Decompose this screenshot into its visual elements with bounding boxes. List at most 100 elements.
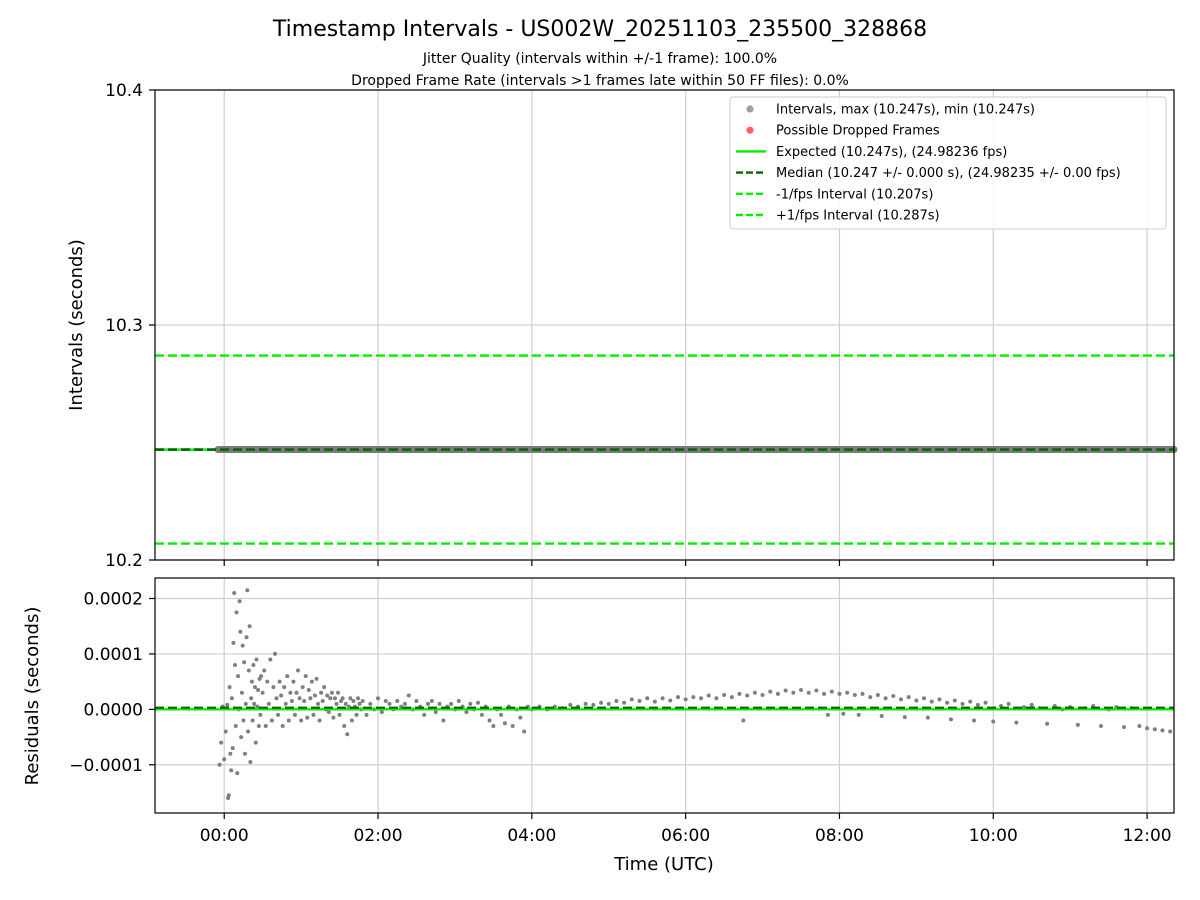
residual-point-231 xyxy=(1014,720,1019,725)
residual-point-64 xyxy=(282,685,287,690)
residual-point-149 xyxy=(491,723,496,728)
residual-point-74 xyxy=(297,696,302,701)
residual-point-11 xyxy=(229,696,234,701)
residual-point-179 xyxy=(683,697,688,702)
residual-point-127 xyxy=(406,693,411,698)
residual-point-194 xyxy=(791,690,796,695)
residual-point-21 xyxy=(237,599,242,604)
residual-point-217 xyxy=(925,715,930,720)
residuals-points xyxy=(217,588,1173,801)
residual-point-94 xyxy=(328,696,333,701)
residual-point-85 xyxy=(314,676,319,681)
residual-point-157 xyxy=(522,729,527,734)
xtick-label-6: 12:00 xyxy=(1123,826,1172,846)
residual-point-143 xyxy=(468,701,473,706)
residual-point-121 xyxy=(383,699,388,704)
residual-point-140 xyxy=(456,699,461,704)
residual-point-54 xyxy=(266,701,271,706)
residual-point-39 xyxy=(251,663,256,668)
residual-point-211 xyxy=(891,694,896,699)
residual-point-8 xyxy=(227,685,232,690)
residual-point-25 xyxy=(240,643,245,648)
residual-point-193 xyxy=(783,688,788,693)
residual-point-172 xyxy=(629,697,634,702)
residuals-ytick-label-0: −0.0001 xyxy=(69,756,143,776)
residual-point-186 xyxy=(737,691,742,696)
residual-point-59 xyxy=(274,696,279,701)
residual-point-133 xyxy=(429,699,434,704)
residual-point-82 xyxy=(309,679,314,684)
residual-point-55 xyxy=(268,657,273,662)
residual-point-135 xyxy=(437,701,442,706)
residual-point-175 xyxy=(652,699,657,704)
residual-point-191 xyxy=(768,689,773,694)
residual-point-151 xyxy=(499,712,504,717)
residual-point-49 xyxy=(259,674,264,679)
residual-point-203 xyxy=(845,690,850,695)
residual-point-78 xyxy=(303,674,308,679)
residual-point-201 xyxy=(837,691,842,696)
residual-point-103 xyxy=(342,723,347,728)
figure-xlabel: Time (UTC) xyxy=(613,854,714,875)
residual-point-95 xyxy=(329,690,334,695)
residual-point-189 xyxy=(752,690,757,695)
residual-point-113 xyxy=(357,701,362,706)
residual-point-214 xyxy=(906,695,911,700)
residual-point-70 xyxy=(291,679,296,684)
figure-title: Timestamp Intervals - US002W_20251103_23… xyxy=(272,17,927,42)
residual-point-14 xyxy=(232,590,237,595)
residual-point-10 xyxy=(229,768,234,773)
residual-point-62 xyxy=(279,693,284,698)
residual-point-23 xyxy=(239,735,244,740)
residual-point-52 xyxy=(263,723,268,728)
residual-point-183 xyxy=(714,696,719,701)
residual-point-99 xyxy=(336,690,341,695)
residual-point-109 xyxy=(351,699,356,704)
residuals-y-ticks: −0.0001 0.0000 0.0001 0.0002 xyxy=(69,590,155,776)
residual-point-41 xyxy=(252,685,257,690)
residual-point-206 xyxy=(860,691,865,696)
residual-point-198 xyxy=(822,691,827,696)
residual-point-61 xyxy=(277,679,282,684)
residual-point-89 xyxy=(320,699,325,704)
residual-point-156 xyxy=(518,715,523,720)
residual-point-13 xyxy=(231,640,236,645)
residual-point-200 xyxy=(829,689,834,694)
residual-point-176 xyxy=(660,696,665,701)
residual-point-46 xyxy=(256,723,261,728)
residual-point-29 xyxy=(243,701,248,706)
residual-point-67 xyxy=(286,718,291,723)
residual-point-116 xyxy=(364,712,369,717)
residuals-panel: Residuals (seconds) Time (UTC) −0.0001 0.… xyxy=(22,577,1175,875)
legend-label-plus_fps: +1/fps Interval (10.287s) xyxy=(776,209,940,224)
residual-point-131 xyxy=(422,712,427,717)
residual-point-169 xyxy=(606,701,611,706)
residual-point-132 xyxy=(426,701,431,706)
residual-point-50 xyxy=(260,690,265,695)
residual-point-86 xyxy=(316,701,321,706)
residual-point-27 xyxy=(242,660,247,665)
residual-point-106 xyxy=(346,704,351,709)
xtick-label-2: 04:00 xyxy=(507,826,556,846)
residual-point-215 xyxy=(914,698,919,703)
residual-point-45 xyxy=(256,687,261,692)
residuals-plot-area xyxy=(155,578,1174,813)
residuals-reference-lines xyxy=(155,706,1174,711)
residual-point-222 xyxy=(952,698,957,703)
intervals-ytick-label-2: 10.4 xyxy=(105,81,143,101)
legend-marker-intervals xyxy=(746,105,754,113)
legend-label-minus_fps: -1/fps Interval (10.207s) xyxy=(776,187,933,202)
residual-point-83 xyxy=(311,712,316,717)
residual-point-145 xyxy=(476,700,481,705)
residual-point-142 xyxy=(464,710,469,715)
residual-point-48 xyxy=(258,712,263,717)
residual-point-65 xyxy=(283,701,288,706)
residual-point-209 xyxy=(879,714,884,719)
residual-point-57 xyxy=(271,685,276,690)
residual-point-219 xyxy=(937,697,942,702)
residual-point-3 xyxy=(222,757,227,762)
residual-point-129 xyxy=(414,699,419,704)
residual-point-18 xyxy=(235,771,240,776)
residual-point-17 xyxy=(234,610,239,615)
